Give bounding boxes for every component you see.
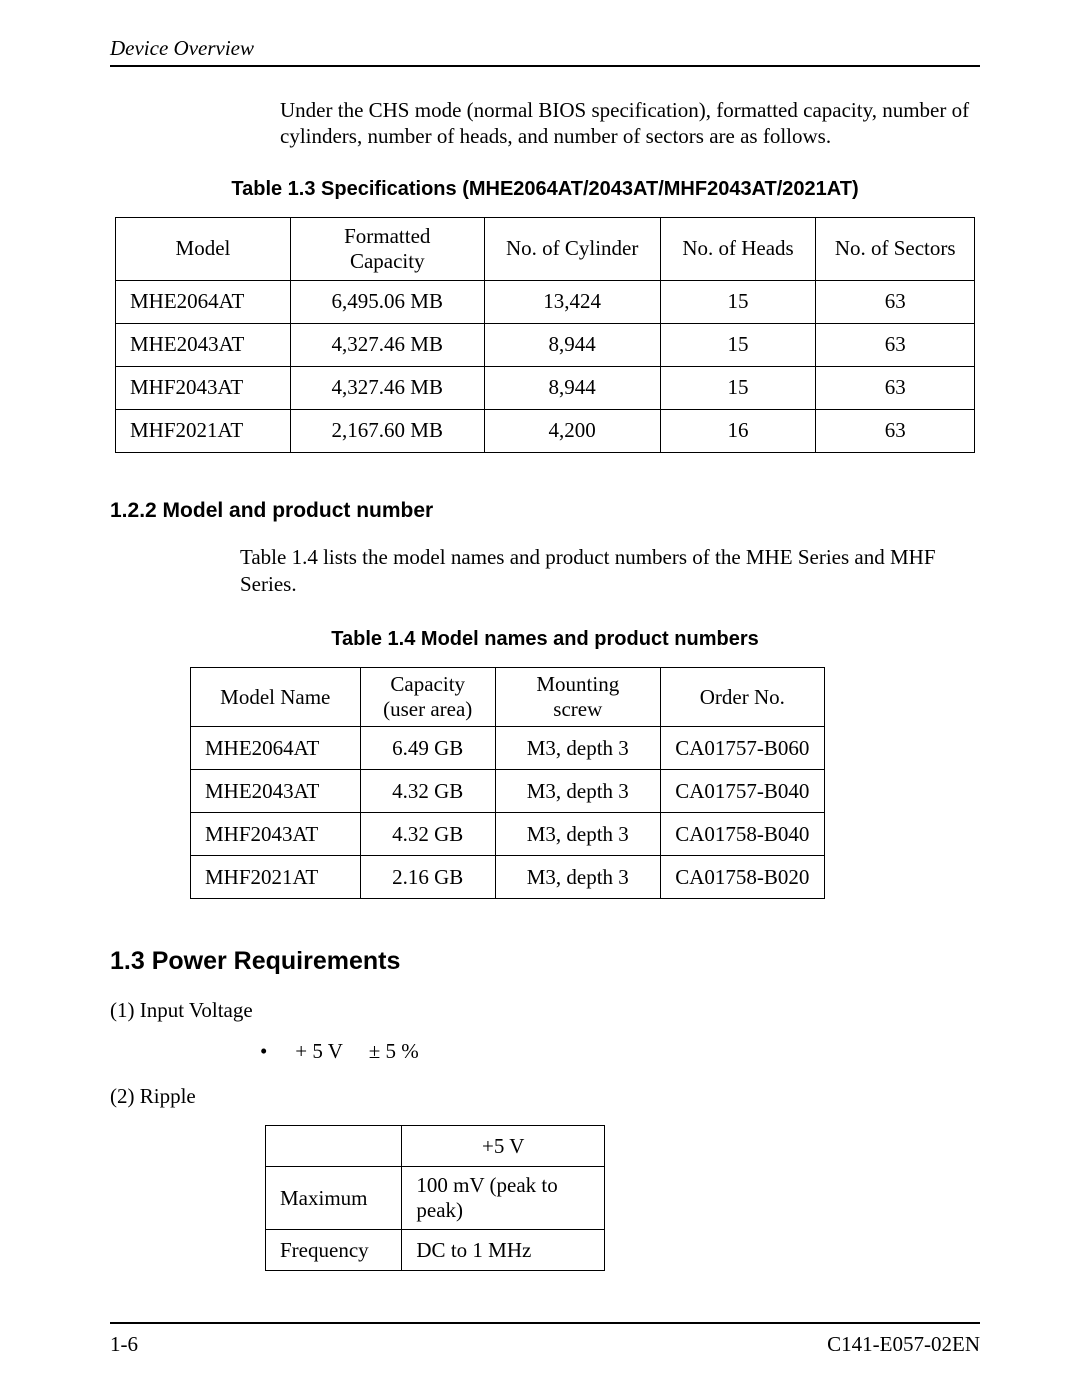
table-row: MHE2064AT 6.49 GB M3, depth 3 CA01757-B0…	[191, 727, 825, 770]
bullet-dot-icon: •	[260, 1039, 290, 1064]
page-footer: 1-6 C141-E057-02EN	[110, 1322, 980, 1357]
table-row: MHE2043AT 4.32 GB M3, depth 3 CA01757-B0…	[191, 770, 825, 813]
doc-id: C141-E057-02EN	[827, 1332, 980, 1357]
cell: 63	[816, 366, 975, 409]
intro-paragraph: Under the CHS mode (normal BIOS specific…	[280, 97, 970, 150]
cell: MHF2021AT	[191, 856, 361, 899]
cell: MHF2043AT	[116, 366, 291, 409]
cell: 15	[660, 366, 816, 409]
col-capacity: Formatted Capacity	[290, 217, 484, 280]
cell: MHF2043AT	[191, 813, 361, 856]
table-row: MHE2064AT 6,495.06 MB 13,424 15 63	[116, 280, 975, 323]
col-model: Model	[116, 217, 291, 280]
col-order-no: Order No.	[660, 668, 824, 727]
cell: MHE2064AT	[191, 727, 361, 770]
footer-rule	[110, 1322, 980, 1324]
cell: CA01758-B020	[660, 856, 824, 899]
cell: M3, depth 3	[495, 856, 660, 899]
col-label: Order No.	[700, 685, 785, 709]
cell: M3, depth 3	[495, 727, 660, 770]
cell: DC to 1 MHz	[402, 1230, 605, 1271]
cell: CA01758-B040	[660, 813, 824, 856]
cell: CA01757-B060	[660, 727, 824, 770]
cell: 4.32 GB	[360, 770, 495, 813]
page: Device Overview Under the CHS mode (norm…	[0, 0, 1080, 1397]
cell: 15	[660, 280, 816, 323]
col-model-name: Model Name	[191, 668, 361, 727]
table-1-3: Model Formatted Capacity No. of Cylinder…	[115, 217, 975, 453]
col-label: Model Name	[220, 685, 330, 709]
cell: MHE2043AT	[116, 323, 291, 366]
col-mounting: Mounting screw	[495, 668, 660, 727]
cell: 63	[816, 280, 975, 323]
running-header: Device Overview	[110, 36, 980, 65]
header-rule	[110, 65, 980, 67]
cell: 4.32 GB	[360, 813, 495, 856]
cell: 6.49 GB	[360, 727, 495, 770]
ripple-5v: +5 V	[402, 1126, 605, 1167]
cell: 4,200	[484, 409, 660, 452]
ripple-blank	[266, 1126, 402, 1167]
cell: MHE2064AT	[116, 280, 291, 323]
cell: 63	[816, 323, 975, 366]
col-cylinder: No. of Cylinder	[484, 217, 660, 280]
item-1-input-voltage: (1) Input Voltage	[110, 998, 980, 1023]
col-label: Mounting screw	[536, 672, 619, 721]
table-row: MHF2043AT 4,327.46 MB 8,944 15 63	[116, 366, 975, 409]
table-1-3-header-row: Model Formatted Capacity No. of Cylinder…	[116, 217, 975, 280]
cell: M3, depth 3	[495, 770, 660, 813]
col-sectors: No. of Sectors	[816, 217, 975, 280]
bullet-input-voltage: • + 5 V ± 5 %	[260, 1039, 980, 1064]
cell: 100 mV (peak to peak)	[402, 1167, 605, 1230]
table-row: MHF2021AT 2.16 GB M3, depth 3 CA01758-B0…	[191, 856, 825, 899]
table-row: MHF2021AT 2,167.60 MB 4,200 16 63	[116, 409, 975, 452]
cell: 16	[660, 409, 816, 452]
cell: 2.16 GB	[360, 856, 495, 899]
col-heads: No. of Heads	[660, 217, 816, 280]
ripple-table: +5 V Maximum 100 mV (peak to peak) Frequ…	[265, 1125, 605, 1271]
page-number: 1-6	[110, 1332, 138, 1357]
cell: 15	[660, 323, 816, 366]
cell: Frequency	[266, 1230, 402, 1271]
cell: CA01757-B040	[660, 770, 824, 813]
cell: 13,424	[484, 280, 660, 323]
cell: 8,944	[484, 366, 660, 409]
table-1-4-header-row: Model Name Capacity (user area) Mounting…	[191, 668, 825, 727]
col-capacity-ua: Capacity (user area)	[360, 668, 495, 727]
heading-1-3: 1.3 Power Requirements	[110, 947, 980, 976]
cell: 4,327.46 MB	[290, 366, 484, 409]
table-1-3-caption: Table 1.3 Specifications (MHE2064AT/2043…	[110, 178, 980, 201]
para-1-2-2: Table 1.4 lists the model names and prod…	[240, 544, 950, 599]
cell: 63	[816, 409, 975, 452]
heading-1-2-2: 1.2.2 Model and product number	[110, 499, 980, 523]
table-row: Frequency DC to 1 MHz	[266, 1230, 605, 1271]
col-label: Capacity (user area)	[383, 672, 472, 721]
table-1-4: Model Name Capacity (user area) Mounting…	[190, 667, 825, 899]
cell: 6,495.06 MB	[290, 280, 484, 323]
cell: MHF2021AT	[116, 409, 291, 452]
cell: 4,327.46 MB	[290, 323, 484, 366]
cell: Maximum	[266, 1167, 402, 1230]
table-row: MHF2043AT 4.32 GB M3, depth 3 CA01758-B0…	[191, 813, 825, 856]
table-row: MHE2043AT 4,327.46 MB 8,944 15 63	[116, 323, 975, 366]
item-2-ripple: (2) Ripple	[110, 1084, 980, 1109]
cell: M3, depth 3	[495, 813, 660, 856]
cell: 2,167.60 MB	[290, 409, 484, 452]
cell: 8,944	[484, 323, 660, 366]
ripple-header-row: +5 V	[266, 1126, 605, 1167]
bullet-text: + 5 V ± 5 %	[295, 1039, 419, 1063]
cell: MHE2043AT	[191, 770, 361, 813]
table-row: Maximum 100 mV (peak to peak)	[266, 1167, 605, 1230]
table-1-4-caption: Table 1.4 Model names and product number…	[110, 628, 980, 651]
